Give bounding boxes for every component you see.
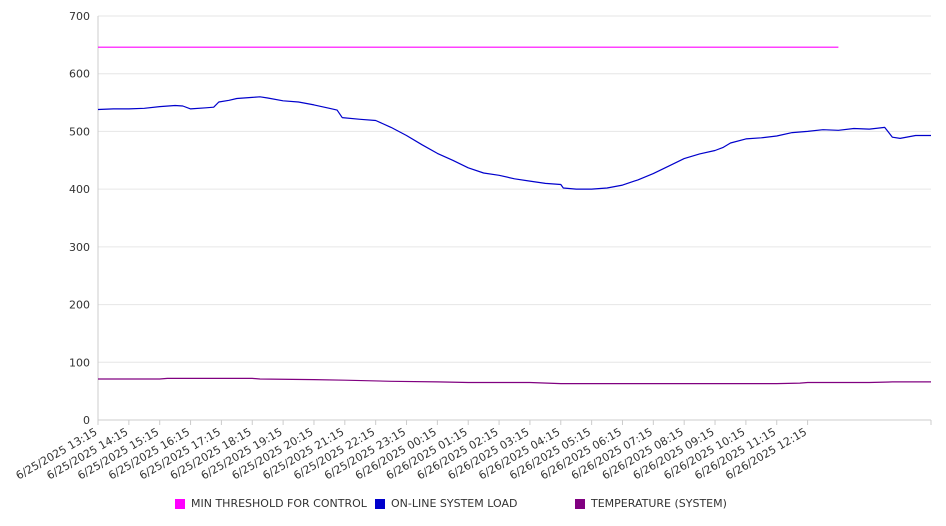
- axes: [97, 16, 932, 425]
- series-lines: [97, 46, 931, 385]
- y-tick-label: 100: [69, 356, 90, 369]
- y-tick-label: 600: [69, 68, 90, 81]
- legend-item-system-load[interactable]: ON-LINE SYSTEM LOAD: [375, 497, 517, 510]
- legend-swatch-min-threshold: [175, 498, 185, 509]
- legend-swatch-system-load: [375, 498, 385, 509]
- x-tick-labels: 6/25/2025 13:156/25/2025 14:156/25/2025 …: [14, 425, 809, 482]
- y-tick-label: 400: [69, 183, 90, 196]
- series-line-on-line-system-load[interactable]: [97, 96, 931, 190]
- y-tick-label: 300: [69, 241, 90, 254]
- grid-lines: [98, 15, 931, 363]
- y-tick-label: 500: [69, 125, 90, 138]
- legend-item-temperature[interactable]: TEMPERATURE (SYSTEM): [575, 497, 727, 510]
- legend-label-min-threshold: MIN THRESHOLD FOR CONTROL: [191, 497, 367, 510]
- legend-swatch-temperature: [575, 498, 585, 509]
- legend-label-system-load: ON-LINE SYSTEM LOAD: [391, 497, 518, 510]
- y-tick-label: 0: [83, 414, 90, 427]
- legend: MIN THRESHOLD FOR CONTROL ON-LINE SYSTEM…: [0, 497, 946, 515]
- y-tick-label: 700: [69, 10, 90, 23]
- series-line-temperature-system[interactable]: [98, 377, 931, 385]
- legend-label-temperature: TEMPERATURE (SYSTEM): [591, 497, 727, 510]
- y-tick-labels: 0 100 200 300 400 500 600 700: [69, 10, 90, 427]
- legend-item-min-threshold[interactable]: MIN THRESHOLD FOR CONTROL: [175, 497, 367, 510]
- y-tick-label: 200: [69, 299, 90, 312]
